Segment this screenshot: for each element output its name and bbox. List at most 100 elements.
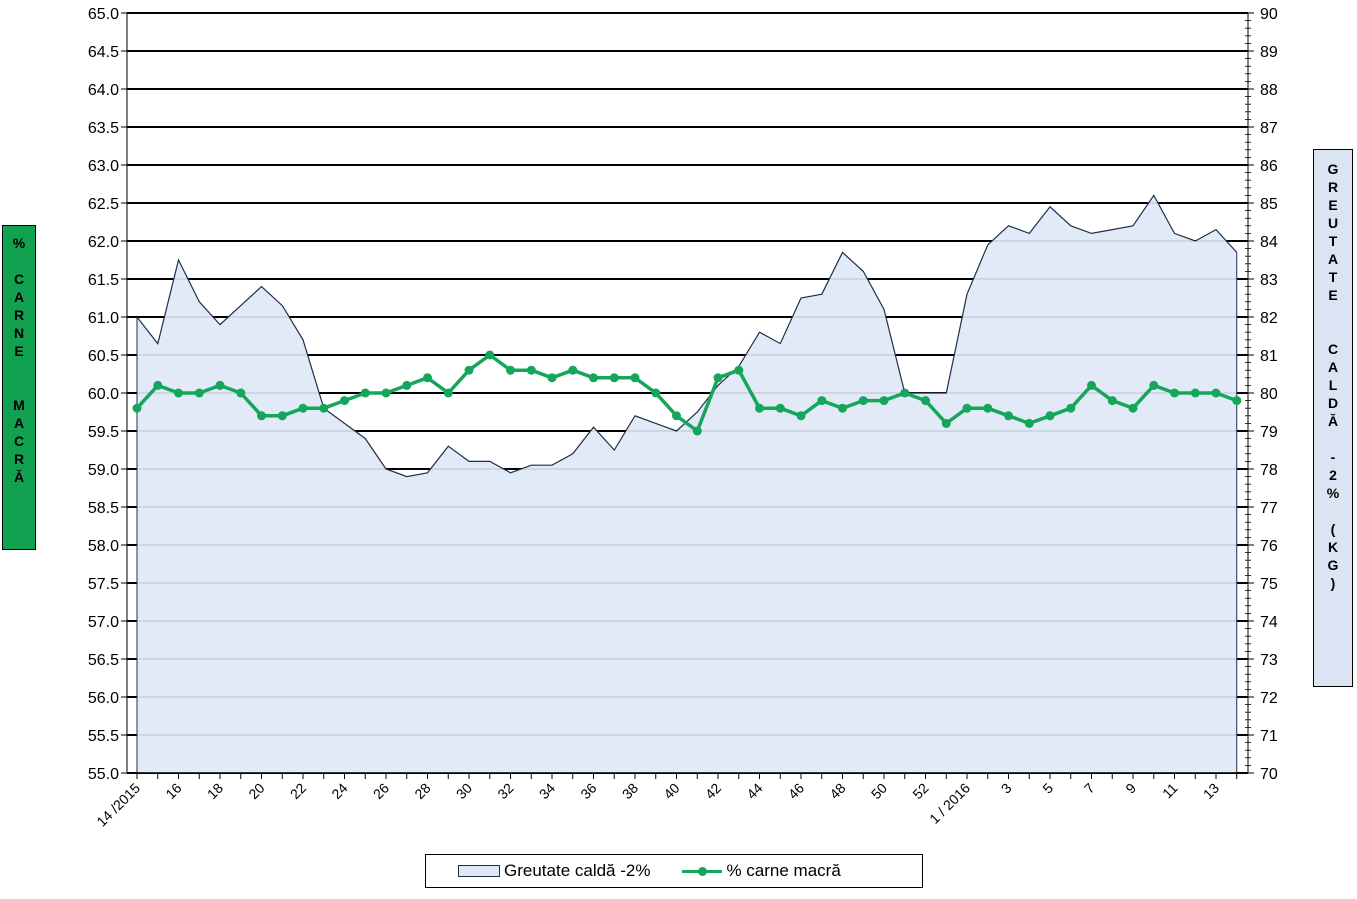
lean-meat-point — [257, 411, 266, 421]
axis-title-letter: G — [1327, 557, 1339, 573]
x-tick-label: 52 — [909, 780, 931, 802]
lean-meat-point — [506, 365, 515, 375]
axis-title-letter: A — [1327, 251, 1339, 267]
axis-title-letter — [1314, 304, 1352, 322]
lean-meat-point — [1211, 388, 1221, 398]
lean-meat-point — [485, 350, 495, 360]
lean-meat-point — [443, 388, 453, 398]
axis-title-letter: ) — [1330, 575, 1336, 591]
lean-meat-point — [713, 373, 723, 383]
x-tick-label: 18 — [204, 780, 226, 802]
x-tick-label: 13 — [1200, 780, 1222, 802]
lean-meat-point — [381, 388, 391, 398]
lean-meat-point — [132, 403, 142, 413]
lean-meat-point — [1087, 380, 1096, 390]
y-left-tick-label: 64.5 — [88, 44, 119, 61]
lean-meat-point — [755, 403, 764, 413]
x-tick-label: 11 — [1159, 780, 1181, 802]
y-left-tick-label: 55.5 — [88, 728, 119, 745]
lean-meat-point — [215, 380, 225, 390]
lean-meat-point — [153, 380, 163, 390]
axis-title-letter: A — [13, 289, 25, 305]
axis-title-letter: T — [1328, 233, 1338, 249]
lean-meat-point — [1024, 418, 1034, 428]
legend: Greutate caldă -2% % carne macră — [425, 854, 923, 888]
lean-meat-point — [236, 388, 246, 398]
axis-title-letter: C — [1327, 341, 1339, 357]
x-tick-label: 5 — [1039, 780, 1056, 797]
legend-swatch-area — [458, 865, 500, 877]
lean-meat-point — [298, 403, 308, 413]
x-tick-label: 16 — [162, 780, 184, 802]
legend-label-weight: Greutate caldă -2% — [504, 861, 651, 880]
y-right-tick-label: 83 — [1260, 272, 1278, 289]
lean-meat-point — [547, 373, 557, 383]
lean-meat-point — [692, 426, 702, 436]
axis-title-letter: N — [13, 325, 25, 341]
lean-meat-point — [941, 418, 951, 428]
y-left-tick-label: 59.0 — [88, 462, 119, 479]
x-tick-label: 7 — [1081, 780, 1098, 797]
y-right-tick-label: 84 — [1260, 234, 1278, 251]
axis-title-letter: E — [1328, 287, 1338, 303]
axis-title-letter: A — [1327, 359, 1339, 375]
x-tick-label: 32 — [494, 780, 516, 802]
x-tick-label: 14 /2015 — [93, 780, 143, 830]
lean-meat-point — [360, 388, 370, 398]
lean-meat-point — [1066, 403, 1076, 413]
axis-title-letter: - — [1330, 449, 1336, 465]
y-right-tick-label: 87 — [1260, 120, 1278, 137]
y-right-tick-label: 72 — [1260, 690, 1278, 707]
y-right-tick-label: 79 — [1260, 424, 1278, 441]
y-left-tick-label: 60.0 — [88, 386, 119, 403]
y-right-tick-label: 78 — [1260, 462, 1278, 479]
y-left-tick-label: 57.5 — [88, 576, 119, 593]
lean-meat-point — [1170, 388, 1179, 398]
x-tick-label: 48 — [826, 780, 848, 802]
lean-meat-point — [734, 365, 744, 375]
y-right-tick-label: 90 — [1260, 6, 1278, 23]
y-right-tick-label: 88 — [1260, 82, 1278, 99]
lean-meat-point — [651, 388, 661, 398]
lean-meat-point — [1004, 411, 1013, 421]
y-left-tick-label: 58.0 — [88, 538, 119, 555]
axis-title-letter: 2 — [1329, 467, 1337, 483]
axis-title-letter: E — [14, 343, 24, 359]
line-series-lean-meat — [132, 350, 1242, 436]
y-left-tick-label: 59.5 — [88, 424, 119, 441]
lean-meat-point — [1107, 396, 1117, 406]
axis-title-letter: % — [12, 235, 26, 251]
axis-title-letter: R — [13, 451, 25, 467]
x-tick-label: 22 — [287, 780, 309, 802]
y-left-tick-label: 58.5 — [88, 500, 119, 517]
lean-meat-point — [568, 365, 578, 375]
y-left-tick-label: 65.0 — [88, 6, 119, 23]
axis-title-letter: R — [1327, 179, 1339, 195]
lean-meat-point — [775, 403, 785, 413]
x-tick-label: 24 — [328, 780, 350, 802]
y-left-tick-label: 56.5 — [88, 652, 119, 669]
y-right-tick-label: 75 — [1260, 576, 1278, 593]
legend-item-lean-meat: % carne macră — [682, 861, 841, 881]
lean-meat-point — [609, 373, 619, 383]
lean-meat-point — [464, 365, 474, 375]
lean-meat-point — [1190, 388, 1200, 398]
y-left-tick-label: 62.0 — [88, 234, 119, 251]
lean-meat-point — [1149, 380, 1159, 390]
y-right-tick-label: 85 — [1260, 196, 1278, 213]
x-tick-label: 46 — [785, 780, 807, 802]
x-tick-label: 28 — [411, 780, 433, 802]
y-left-tick-label: 57.0 — [88, 614, 119, 631]
axis-title-letter: ( — [1330, 521, 1336, 537]
x-tick-label: 40 — [660, 780, 682, 802]
x-tick-label: 50 — [868, 780, 890, 802]
lean-meat-point — [174, 388, 183, 398]
axis-title-letter — [1314, 430, 1352, 448]
lean-meat-point — [319, 403, 329, 413]
y-left-tick-label: 62.5 — [88, 196, 119, 213]
y-right-tick-label: 82 — [1260, 310, 1278, 327]
axis-title-letter: M — [13, 397, 25, 413]
lean-meat-point — [1232, 396, 1242, 406]
y-right-tick-label: 80 — [1260, 386, 1278, 403]
